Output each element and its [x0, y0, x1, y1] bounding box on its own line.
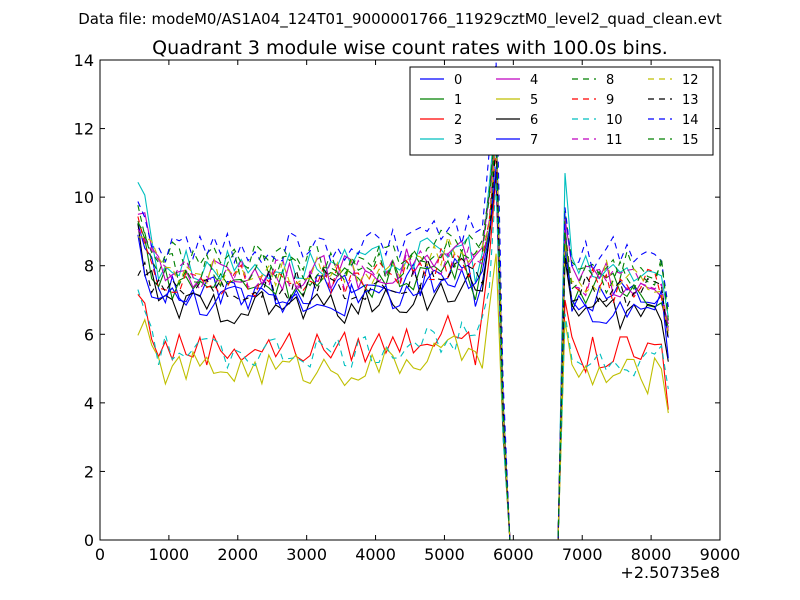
legend-label: 15 [682, 133, 699, 148]
axes-frame [99, 59, 721, 541]
series-line-12 [137, 131, 669, 541]
series-line-14 [137, 61, 669, 541]
legend-label: 9 [606, 93, 614, 108]
plot-lines [137, 61, 669, 541]
series-line-10 [137, 181, 669, 541]
y-tick-label: 10 [74, 188, 94, 207]
y-tick-label: 12 [74, 120, 94, 139]
series-line-11 [137, 115, 669, 541]
legend-label: 11 [606, 133, 623, 148]
x-tick-label: 8000 [631, 545, 672, 564]
y-tick-label: 4 [84, 394, 94, 413]
legend-label: 2 [454, 113, 462, 128]
series-line-7 [137, 166, 669, 541]
y-tick-label: 0 [84, 531, 94, 550]
series-line-2 [137, 177, 669, 541]
legend-label: 1 [454, 93, 462, 108]
series-line-5 [137, 253, 669, 541]
legend-label: 10 [606, 113, 623, 128]
legend-label: 7 [530, 133, 538, 148]
x-tick-label: 4000 [355, 545, 396, 564]
legend-label: 13 [682, 93, 699, 108]
x-tick-label: 5000 [424, 545, 465, 564]
series-line-3 [137, 111, 669, 541]
chart-suptitle: Data file: modeM0/AS1A04_124T01_90000017… [78, 10, 722, 29]
series-line-4 [137, 124, 669, 541]
x-tick-label: 9000 [700, 545, 741, 564]
legend-label: 5 [530, 93, 538, 108]
chart-title: Quadrant 3 module wise count rates with … [152, 37, 668, 59]
series-line-8 [137, 131, 669, 541]
series-line-9 [137, 151, 669, 541]
x-offset-label: +2.50735e8 [620, 563, 720, 582]
y-tick-label: 6 [84, 325, 94, 344]
series-line-1 [137, 122, 669, 541]
legend-label: 3 [454, 133, 462, 148]
series-line-0 [137, 137, 669, 541]
x-tick-label: 0 [95, 545, 105, 564]
legend-box [409, 66, 714, 156]
legend-label: 0 [454, 73, 462, 88]
y-tick-label: 8 [84, 257, 94, 276]
x-tick-label: 1000 [149, 545, 190, 564]
x-tick-label: 7000 [562, 545, 603, 564]
x-tick-label: 3000 [286, 545, 327, 564]
x-tick-label: 6000 [493, 545, 534, 564]
series-line-13 [137, 141, 669, 541]
axis-ticks: 0 1000 2000 3000 4000 5000 6000 7000 8000 9000 0 2 4… [74, 51, 741, 564]
legend-label: 4 [530, 73, 538, 88]
legend-label: 8 [606, 73, 614, 88]
y-tick-label: 2 [84, 462, 94, 481]
y-tick-label: 14 [74, 51, 94, 70]
legend-label: 14 [682, 113, 699, 128]
legend-label: 12 [682, 73, 699, 88]
x-tick-label: 2000 [217, 545, 258, 564]
legend-label: 6 [530, 113, 538, 128]
series-line-15 [137, 122, 669, 541]
